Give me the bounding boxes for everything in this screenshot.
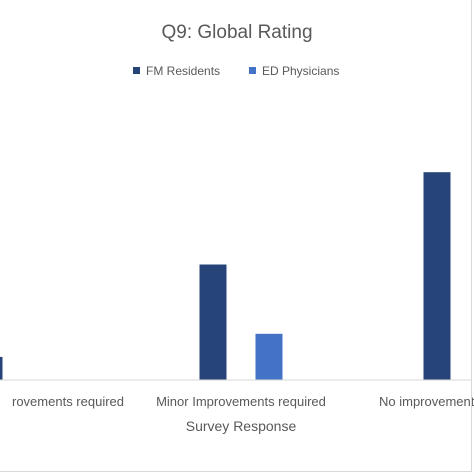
legend-swatch-fm-residents: [133, 67, 140, 74]
legend-label-fm-residents: FM Residents: [146, 64, 220, 78]
x-tick-labels: rovements required Minor Improvements req…: [12, 394, 474, 409]
bar-ed-physicians-1: [255, 333, 283, 380]
bar-fm-residents-0: [0, 356, 3, 380]
x-tick-label-1: Minor Improvements required: [156, 394, 326, 409]
bar-fm-residents-2: [423, 172, 451, 380]
legend-label-ed-physicians: ED Physicians: [262, 64, 339, 78]
x-axis-label: Survey Response: [186, 418, 297, 434]
x-tick-label-0: rovements required: [12, 394, 124, 409]
x-tick-label-2: No improvement: [379, 394, 474, 409]
legend: FM Residents ED Physicians: [133, 64, 339, 78]
legend-swatch-ed-physicians: [249, 67, 256, 74]
bars: [0, 172, 451, 380]
bar-fm-residents-1: [199, 264, 227, 380]
chart-title: Q9: Global Rating: [161, 22, 312, 43]
